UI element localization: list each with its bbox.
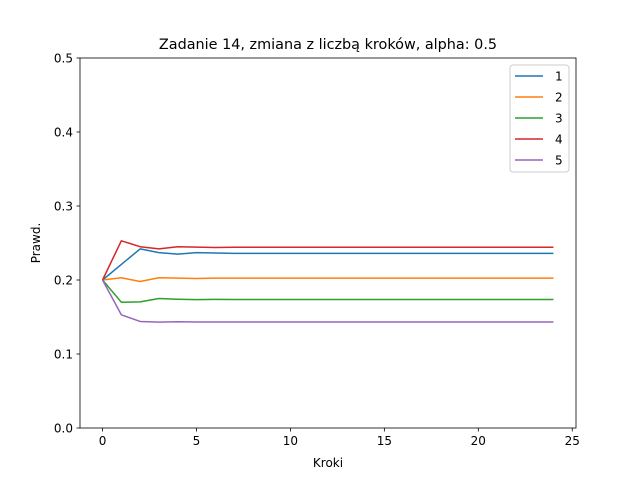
- axes-background: [80, 58, 576, 428]
- y-axis-ticks: 0.0 0.1 0.2 0.3 0.4 0.5: [54, 51, 80, 435]
- x-tick-label: 25: [565, 434, 580, 448]
- legend-label-2: 2: [555, 90, 563, 104]
- y-axis-label: Prawd.: [29, 223, 43, 264]
- y-tick-label: 0.0: [54, 421, 73, 435]
- y-tick-label: 0.1: [54, 347, 73, 361]
- x-tick-label: 10: [283, 434, 298, 448]
- y-tick-label: 0.5: [54, 51, 73, 65]
- x-axis-label: Kroki: [313, 456, 343, 470]
- x-tick-label: 0: [99, 434, 107, 448]
- x-tick-label: 5: [193, 434, 201, 448]
- y-tick-label: 0.3: [54, 199, 73, 213]
- plot-area: 0 5 10 15 20 25 0.00.10.20.30.40.5: [54, 51, 580, 448]
- x-tick-label: 15: [377, 434, 392, 448]
- series-line-2: [102, 277, 554, 283]
- legend-label-5: 5: [555, 153, 563, 167]
- series-line-1: [102, 248, 554, 281]
- legend: 1 2 3 4 5: [509, 64, 570, 173]
- legend-label-4: 4: [555, 132, 563, 146]
- x-axis-ticks: 0 5 10 15 20 25: [99, 428, 580, 448]
- y-tick-label: 0.2: [54, 273, 73, 287]
- x-tick-label: 20: [471, 434, 486, 448]
- series-line-5: [101, 279, 554, 323]
- series-line-3: [101, 279, 554, 303]
- legend-label-3: 3: [555, 111, 563, 125]
- series-line-4: [101, 240, 554, 281]
- axes-frame: [79, 57, 577, 429]
- chart-title: Zadanie 14, zmiana z liczbą kroków, alph…: [159, 37, 497, 53]
- legend-label-1: 1: [555, 69, 563, 83]
- series-layer: [101, 240, 554, 323]
- y-tick-label: 0.4: [54, 125, 73, 139]
- legend-items: 1 2 3 4 5: [515, 69, 563, 167]
